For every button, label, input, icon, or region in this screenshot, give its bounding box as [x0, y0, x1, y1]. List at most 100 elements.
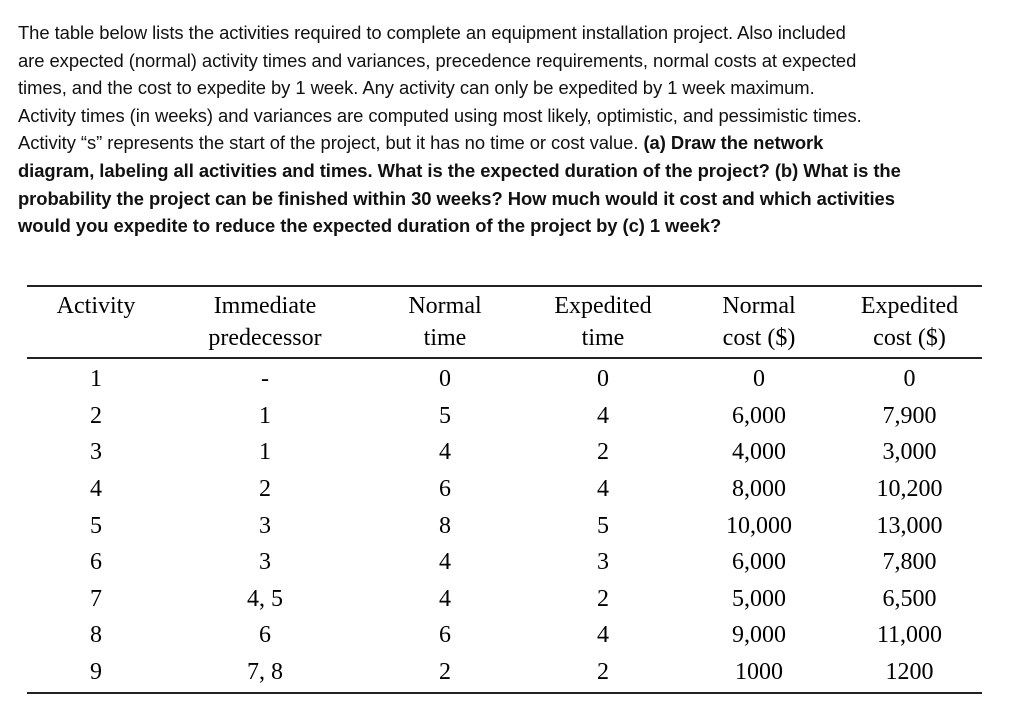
table-header-row: Activity Immediate predecessor Normal time… — [27, 286, 982, 358]
cell-predecessor: 6 — [259, 622, 271, 649]
table-row: 6 3 4 3 6,000 7,800 — [27, 544, 982, 581]
header-expedited-cost: Expedited cost ($) — [837, 286, 982, 358]
cell-expedited-time: 0 — [597, 366, 609, 393]
cell-normal-time: 4 — [439, 549, 451, 576]
problem-line: are expected (normal) activity times and… — [18, 47, 1008, 75]
cell-normal-cost: 0 — [753, 366, 765, 393]
cell-activity: 1 — [90, 366, 102, 393]
activity-table-container: Activity Immediate predecessor Normal time… — [27, 285, 982, 694]
problem-text: The table below lists the activities req… — [18, 22, 846, 43]
cell-expedited-time: 2 — [597, 659, 609, 686]
cell-expedited-time: 3 — [597, 549, 609, 576]
cell-expedited-cost: 10,200 — [876, 476, 943, 503]
header-text: predecessor — [208, 325, 322, 351]
cell-activity: 5 — [90, 512, 102, 539]
cell-expedited-time: 4 — [597, 622, 609, 649]
problem-line: Activity “s” represents the start of the… — [18, 129, 1008, 157]
header-text: Expedited — [554, 293, 652, 319]
header-text: Expedited — [860, 293, 959, 319]
header-activity: Activity — [27, 286, 165, 358]
problem-text: Activity times (in weeks) and variances … — [18, 104, 862, 126]
cell-expedited-cost: 1200 — [885, 659, 934, 686]
cell-predecessor: 3 — [259, 549, 271, 576]
cell-normal-time: 4 — [439, 585, 451, 612]
cell-normal-time: 6 — [439, 622, 451, 649]
cell-normal-cost: 10,000 — [726, 512, 792, 539]
header-normal-cost: Normal cost ($) — [681, 286, 837, 358]
header-text: Activity — [56, 293, 136, 319]
header-expedited-time: Expedited time — [525, 286, 681, 358]
cell-activity: 6 — [90, 549, 102, 576]
problem-text: times, and the cost to expedite by 1 wee… — [18, 77, 815, 99]
problem-line: Activity times (in weeks) and variances … — [18, 102, 1008, 130]
cell-normal-time: 6 — [439, 476, 451, 503]
cell-activity: 2 — [90, 402, 102, 429]
activity-table: Activity Immediate predecessor Normal time… — [27, 285, 982, 694]
cell-normal-time: 8 — [439, 512, 451, 539]
problem-line: times, and the cost to expedite by 1 wee… — [18, 74, 1008, 102]
table-row: 3 1 4 2 4,000 3,000 — [27, 434, 982, 471]
header-text: Normal — [408, 293, 482, 319]
table-row: 1 - 0 0 0 0 — [27, 358, 982, 398]
table-row: 7 4, 5 4 2 5,000 6,500 — [27, 581, 982, 618]
cell-predecessor: 2 — [259, 476, 271, 503]
header-normal-time: Normal time — [365, 286, 525, 358]
header-text: Normal — [722, 293, 796, 319]
cell-activity: 7 — [90, 585, 102, 612]
header-text: time — [423, 325, 467, 351]
cell-predecessor: 7, 8 — [247, 659, 283, 686]
problem-question-text: (a) Draw the network — [643, 132, 824, 154]
cell-expedited-cost: 3,000 — [882, 439, 937, 466]
cell-activity: 8 — [90, 622, 102, 649]
cell-expedited-cost: 13,000 — [876, 512, 943, 539]
cell-predecessor: - — [261, 366, 269, 393]
problem-question-text: probability the project can be finished … — [18, 187, 895, 209]
cell-normal-cost: 8,000 — [732, 476, 786, 503]
header-text: cost ($) — [873, 325, 946, 351]
problem-line: would you expedite to reduce the expecte… — [18, 212, 1008, 240]
cell-normal-time: 5 — [439, 402, 451, 429]
table-row: 2 1 5 4 6,000 7,900 — [27, 398, 982, 435]
cell-expedited-time: 4 — [597, 476, 609, 503]
cell-expedited-cost: 7,800 — [882, 549, 937, 576]
problem-line: The table below lists the activities req… — [18, 19, 1008, 47]
table-row: 5 3 8 5 10,000 13,000 — [27, 507, 982, 544]
cell-normal-cost: 4,000 — [732, 439, 786, 466]
cell-expedited-time: 2 — [597, 585, 609, 612]
header-text: cost ($) — [722, 325, 796, 351]
problem-question-text: diagram, labeling all activities and tim… — [18, 159, 901, 181]
problem-line: probability the project can be finished … — [18, 185, 1008, 213]
cell-activity: 3 — [90, 439, 102, 466]
table-row: 9 7, 8 2 2 1000 1200 — [27, 654, 982, 694]
cell-expedited-time: 2 — [597, 439, 609, 466]
cell-normal-cost: 6,000 — [732, 549, 786, 576]
problem-line: diagram, labeling all activities and tim… — [18, 157, 1008, 185]
cell-predecessor: 1 — [259, 439, 271, 466]
cell-expedited-cost: 11,000 — [876, 622, 943, 649]
cell-normal-cost: 9,000 — [732, 622, 786, 649]
cell-normal-time: 0 — [439, 366, 451, 393]
cell-expedited-time: 4 — [597, 402, 609, 429]
cell-normal-cost: 6,000 — [732, 402, 786, 429]
cell-normal-cost: 1000 — [735, 659, 783, 686]
problem-text: are expected (normal) activity times and… — [18, 49, 857, 71]
cell-normal-time: 4 — [439, 439, 451, 466]
problem-statement: The table below lists the activities req… — [18, 19, 1008, 240]
header-text: Immediate — [213, 293, 317, 319]
table-row: 8 6 6 4 9,000 11,000 — [27, 617, 982, 654]
cell-predecessor: 1 — [259, 402, 271, 429]
cell-predecessor: 3 — [259, 512, 271, 539]
cell-predecessor: 4, 5 — [247, 585, 283, 612]
cell-activity: 9 — [90, 659, 102, 686]
cell-activity: 4 — [90, 476, 102, 503]
header-text: time — [581, 325, 625, 351]
cell-expedited-cost: 7,900 — [882, 402, 937, 429]
cell-normal-time: 2 — [439, 659, 451, 686]
cell-expedited-cost: 6,500 — [882, 585, 937, 612]
cell-normal-cost: 5,000 — [732, 585, 786, 612]
problem-text: Activity “s” represents the start of the… — [18, 132, 644, 154]
header-immediate-predecessor: Immediate predecessor — [165, 286, 365, 358]
cell-expedited-cost: 0 — [903, 366, 916, 393]
table-row: 4 2 6 4 8,000 10,200 — [27, 471, 982, 508]
problem-question-text: would you expedite to reduce the expecte… — [18, 215, 722, 237]
